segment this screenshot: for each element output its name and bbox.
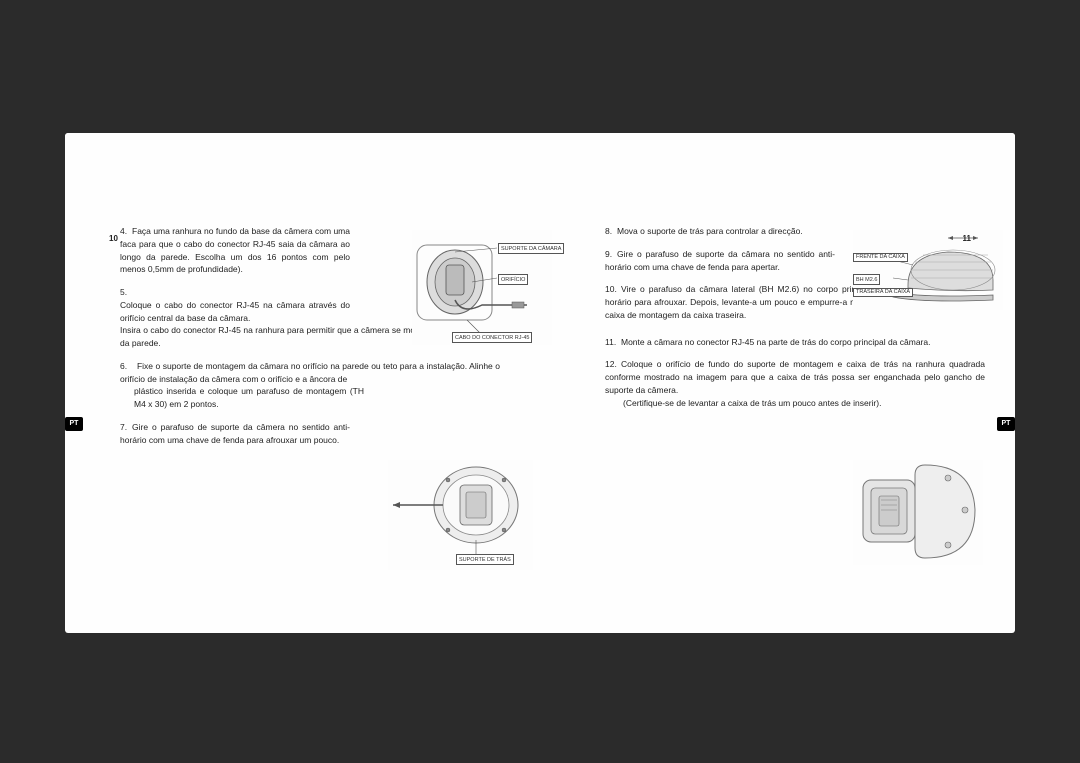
step-text: Monte a câmara no conector RJ-45 na part…: [621, 337, 930, 347]
step-number: 8.: [605, 225, 617, 238]
figure-mounting-plate: [853, 460, 983, 565]
figure-label: SUPORTE DE TRÁS: [456, 554, 514, 565]
step-text: Faça uma ranhura no fundo da base da câm…: [120, 226, 350, 274]
step-text: plástico inserida e coloque um parafuso …: [134, 385, 364, 411]
step-text: Gire o parafuso de suporte da câmara no …: [605, 249, 835, 272]
step-7: 7.Gire o parafuso de suporte da câmera n…: [120, 421, 350, 447]
figure-label: SUPORTE DA CÂMARA: [498, 243, 564, 254]
step-text: Mova o suporte de trás para controlar a …: [617, 226, 803, 236]
language-tab-left: PT: [65, 417, 83, 431]
step-number: 10.: [605, 283, 621, 296]
step-text: Fixe o suporte de montagem da câmara no …: [120, 361, 500, 384]
step-8: 8.Mova o suporte de trás para controlar …: [605, 225, 835, 238]
figure-label: ORIFÍCIO: [498, 274, 528, 285]
page-number-right: 11: [963, 233, 971, 245]
figure-label: FRENTE DA CAIXA: [853, 253, 908, 262]
step-9: 9.Gire o parafuso de suporte da câmara n…: [605, 248, 835, 274]
page-number-left: 10: [109, 233, 118, 245]
step-number: 9.: [605, 248, 617, 261]
step-12: 12.Coloque o orifício de fundo do suport…: [605, 358, 985, 409]
figure-case-split: FRENTE DA CAIXA BH M2.6 TRASEIRA DA CAIX…: [853, 230, 1003, 310]
step-number: 4.: [120, 225, 132, 238]
step-text: Coloque o orifício de fundo do suporte d…: [605, 359, 985, 395]
step-11: 11.Monte a câmara no conector RJ-45 na p…: [605, 336, 985, 349]
language-tab-right: PT: [997, 417, 1015, 431]
step-6: 6. Fixe o suporte de montagem da câmara …: [120, 360, 500, 411]
step-number: 11.: [605, 336, 621, 349]
step-number: 6.: [120, 360, 132, 373]
figure-rear-bracket: SUPORTE DE TRÁS: [388, 460, 533, 570]
figure-label: CABO DO CONECTOR RJ-45: [452, 332, 532, 343]
step-number: 5.: [120, 286, 132, 299]
step-number: 12.: [605, 358, 621, 371]
step-text: Coloque o cabo do conector RJ-45 na câma…: [120, 299, 350, 325]
step-text: (Certifique-se de levantar a caixa de tr…: [623, 398, 881, 408]
figure-camera-base: SUPORTE DA CÂMARA ORIFÍCIO CABO DO CONEC…: [412, 230, 552, 345]
step-text: Gire o parafuso de suporte da câmera no …: [120, 422, 350, 445]
figure-label: TRASEIRA DA CAIXA: [853, 288, 913, 297]
step-4: 4.Faça uma ranhura no fundo da base da c…: [120, 225, 350, 276]
step-number: 7.: [120, 421, 132, 434]
figure-label: BH M2.6: [853, 274, 880, 285]
